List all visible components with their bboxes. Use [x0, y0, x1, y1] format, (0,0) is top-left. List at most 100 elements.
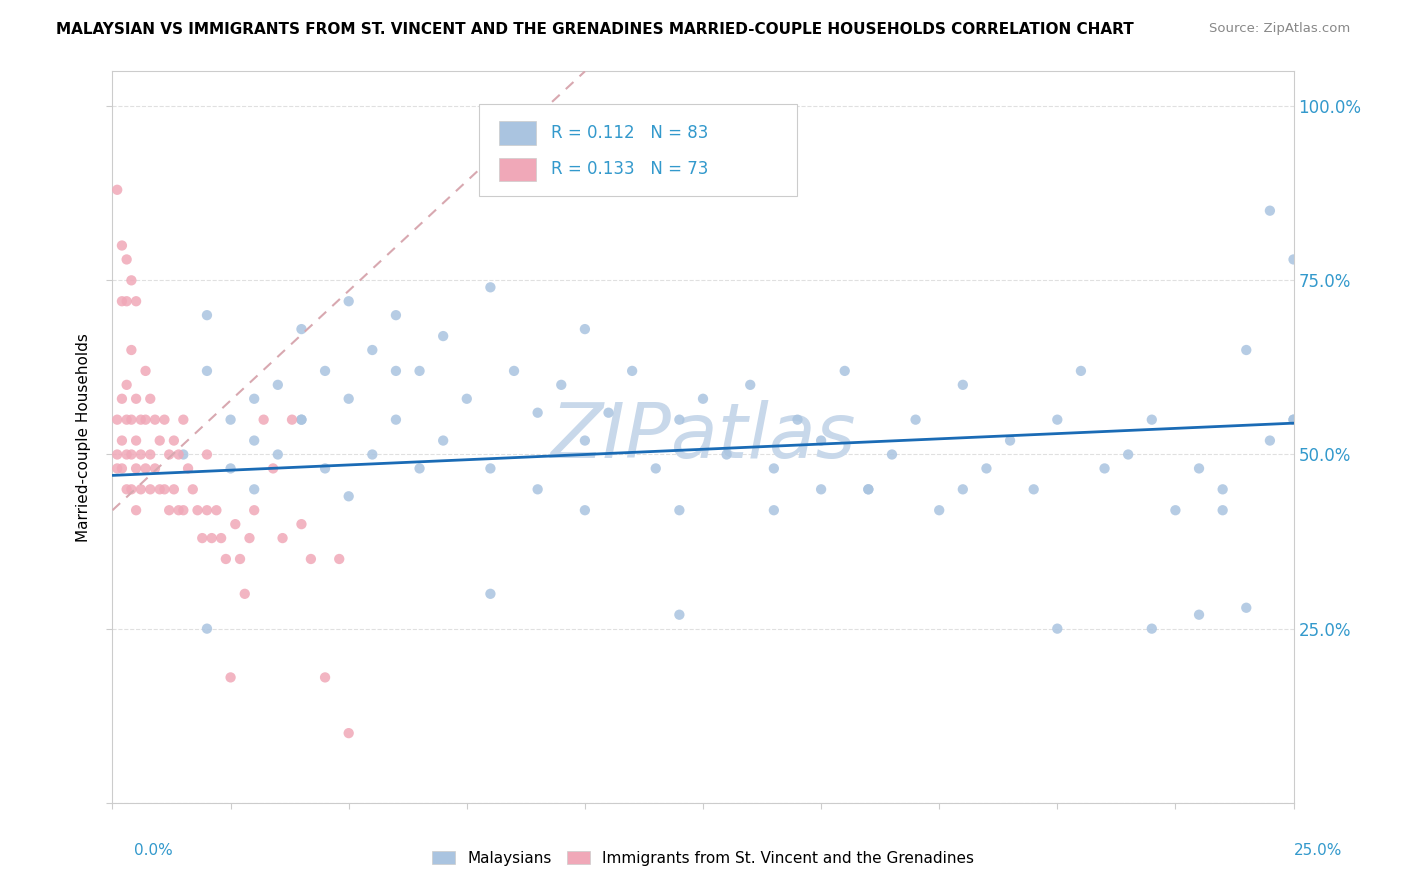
Point [1094, 461, 1116, 475]
Point [574, 434, 596, 448]
Point [143, 461, 166, 475]
FancyBboxPatch shape [478, 104, 797, 195]
Point [115, 448, 138, 462]
Point [361, 448, 384, 462]
Point [186, 503, 208, 517]
Point [195, 308, 218, 322]
Point [328, 552, 350, 566]
Point [337, 294, 360, 309]
Point [267, 377, 290, 392]
Point [1212, 483, 1234, 497]
Point [1022, 483, 1045, 497]
Point [574, 503, 596, 517]
Point [153, 483, 176, 497]
Point [267, 448, 290, 462]
Point [172, 412, 194, 426]
Point [163, 483, 186, 497]
Point [408, 364, 430, 378]
Point [1258, 434, 1281, 448]
Point [668, 607, 690, 622]
Text: Source: ZipAtlas.com: Source: ZipAtlas.com [1209, 22, 1350, 36]
Point [644, 461, 666, 475]
Bar [499, 121, 537, 145]
Point [111, 434, 134, 448]
Point [229, 552, 252, 566]
Point [115, 294, 138, 309]
Point [195, 503, 218, 517]
Point [1258, 203, 1281, 218]
Point [120, 448, 142, 462]
Point [1234, 600, 1257, 615]
Point [337, 392, 360, 406]
Point [1282, 252, 1305, 267]
Point [105, 183, 128, 197]
Point [904, 412, 927, 426]
Point [337, 489, 360, 503]
Point [157, 448, 180, 462]
Text: R = 0.133   N = 73: R = 0.133 N = 73 [551, 161, 709, 178]
Point [163, 434, 186, 448]
Point [952, 377, 974, 392]
Point [238, 531, 260, 545]
Point [479, 280, 502, 294]
Point [432, 434, 454, 448]
Point [243, 392, 266, 406]
Point [290, 322, 312, 336]
Point [125, 503, 148, 517]
Point [385, 308, 408, 322]
Point [337, 726, 360, 740]
Point [149, 434, 172, 448]
Point [191, 531, 214, 545]
Point [125, 461, 148, 475]
Point [135, 412, 157, 426]
Point [224, 517, 246, 532]
Point [120, 412, 142, 426]
Point [786, 412, 808, 426]
Point [149, 483, 172, 497]
Point [810, 434, 832, 448]
Point [762, 461, 785, 475]
Point [209, 531, 232, 545]
Point [111, 294, 134, 309]
Point [740, 377, 762, 392]
Point [219, 670, 242, 684]
Text: R = 0.112   N = 83: R = 0.112 N = 83 [551, 124, 709, 142]
Point [125, 434, 148, 448]
Point [143, 412, 166, 426]
Point [111, 238, 134, 252]
Point [928, 503, 950, 517]
Point [125, 294, 148, 309]
Point [120, 273, 142, 287]
Point [550, 377, 572, 392]
Point [361, 343, 384, 357]
Point [115, 252, 138, 267]
Point [1046, 412, 1069, 426]
Point [115, 483, 138, 497]
Point [135, 461, 157, 475]
Point [1282, 412, 1305, 426]
Point [153, 412, 176, 426]
Bar [499, 158, 537, 181]
Point [1212, 503, 1234, 517]
Point [810, 483, 832, 497]
Point [129, 412, 152, 426]
Point [1046, 622, 1069, 636]
Point [290, 412, 312, 426]
Point [1234, 343, 1257, 357]
Point [1070, 364, 1092, 378]
Point [111, 392, 134, 406]
Point [115, 412, 138, 426]
Point [167, 448, 190, 462]
Point [716, 448, 738, 462]
Point [526, 483, 548, 497]
Point [105, 448, 128, 462]
Point [219, 461, 242, 475]
Point [290, 412, 312, 426]
Point [1164, 503, 1187, 517]
Point [125, 392, 148, 406]
Text: 0.0%: 0.0% [134, 843, 173, 858]
Point [120, 343, 142, 357]
Point [858, 483, 880, 497]
Point [281, 412, 304, 426]
Point [253, 412, 276, 426]
